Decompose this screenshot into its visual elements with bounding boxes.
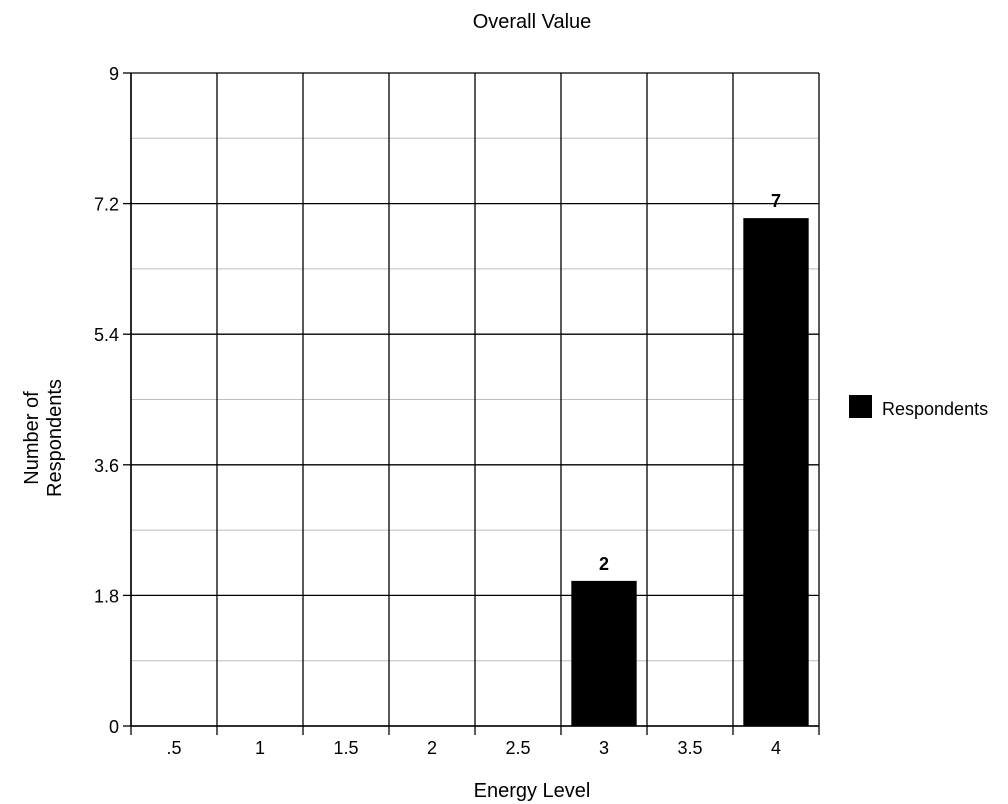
x-tick-label: 2	[427, 738, 437, 758]
data-labels: 27	[599, 191, 781, 574]
y-tick-label: 9	[109, 64, 119, 84]
x-tick-label: 4	[771, 738, 781, 758]
x-tick-label: 2.5	[505, 738, 530, 758]
y-tick-label: 0	[109, 717, 119, 737]
x-axis-title: Energy Level	[474, 780, 591, 802]
bar	[571, 580, 637, 726]
data-label: 2	[599, 554, 609, 574]
legend-swatch	[849, 395, 872, 418]
x-axis: .5 1 1.5 2 2.5 3 3.5 4	[130, 725, 820, 758]
x-tick-label: 3	[599, 738, 609, 758]
y-tick-label: 5.4	[94, 325, 119, 345]
y-tick-label: 1.8	[94, 586, 119, 606]
x-tick-label: .5	[166, 738, 181, 758]
y-tick-label: 7.2	[94, 195, 119, 215]
legend: Respondents	[849, 395, 988, 419]
chart-title: Overall Value	[473, 11, 592, 33]
bars	[571, 218, 809, 726]
y-tick-label: 3.6	[94, 456, 119, 476]
y-axis-title-line-2: Respondents	[44, 379, 66, 497]
x-tick-label: 1	[255, 738, 265, 758]
bar	[743, 218, 809, 726]
x-tick-label: 1.5	[333, 738, 358, 758]
data-label: 7	[771, 191, 781, 211]
x-tick-label: 3.5	[677, 738, 702, 758]
y-axis: 0 1.8 3.6 5.4 7.2 9	[94, 64, 132, 737]
y-axis-title: Number of Respondents	[21, 379, 66, 497]
legend-label: Respondents	[882, 399, 988, 419]
y-axis-title-line-1: Number of	[21, 391, 43, 485]
